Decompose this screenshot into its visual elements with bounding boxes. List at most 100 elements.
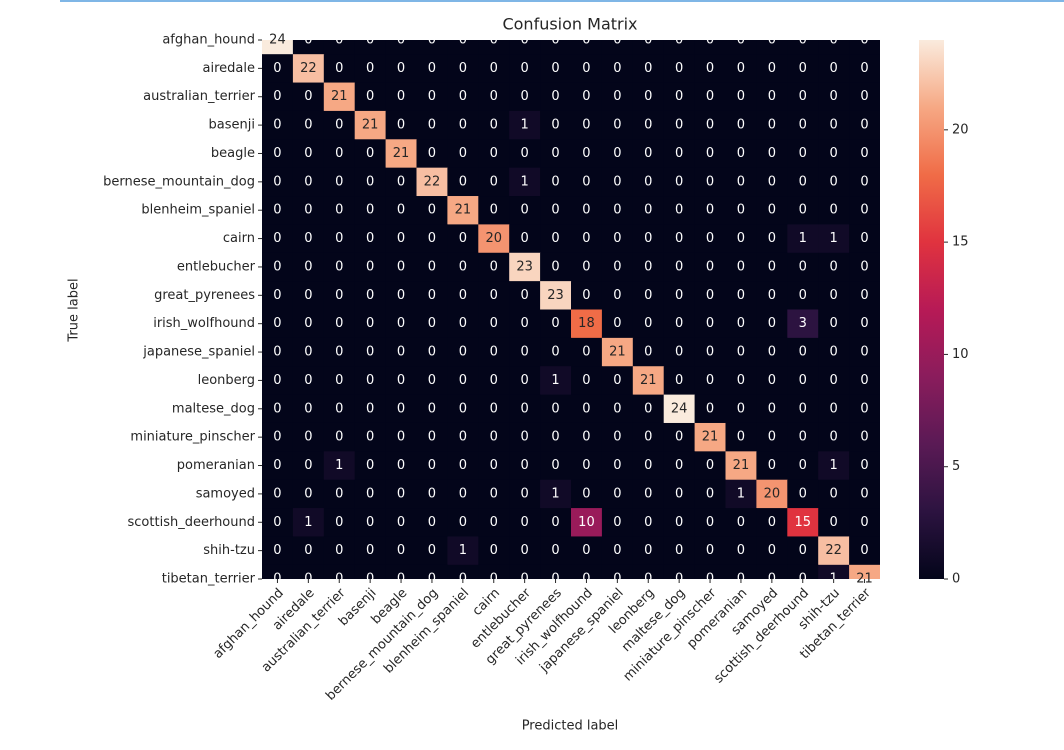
cell — [447, 281, 479, 310]
cell-annotation: 10 — [578, 515, 595, 530]
cell-annotation: 1 — [551, 373, 559, 388]
cell — [323, 564, 356, 579]
cell-annotation: 21 — [702, 430, 719, 445]
cell — [323, 451, 356, 481]
cell-annotation: 0 — [768, 259, 776, 274]
cell-annotation: 0 — [799, 61, 807, 76]
cell-annotation: 0 — [582, 89, 590, 104]
cell-annotation: 0 — [273, 146, 281, 161]
cell-annotation: 0 — [459, 118, 467, 133]
cell — [416, 536, 448, 566]
cell — [478, 110, 510, 140]
cell — [354, 252, 387, 282]
cell-annotation: 0 — [366, 543, 374, 558]
cell-annotation: 0 — [737, 259, 745, 274]
cell-annotation: 0 — [551, 316, 559, 331]
cell — [818, 167, 850, 197]
y-tick-label: cairn — [223, 231, 255, 246]
cell — [478, 54, 510, 84]
cell-annotation: 0 — [830, 203, 838, 218]
colorbar-tick-label: 0 — [952, 572, 960, 587]
cell — [416, 422, 448, 452]
cell-annotation: 0 — [830, 118, 838, 133]
cell-annotation: 0 — [366, 345, 374, 360]
cell — [509, 479, 541, 509]
cell — [725, 54, 757, 84]
cell — [478, 394, 510, 424]
cell — [292, 366, 325, 396]
cell — [849, 252, 880, 282]
cell — [540, 196, 572, 225]
cell — [416, 281, 448, 310]
cell — [540, 252, 572, 282]
cell — [509, 508, 541, 537]
cell — [694, 82, 726, 112]
cell — [756, 394, 788, 424]
cell-annotation: 0 — [644, 33, 652, 48]
cell-annotation: 0 — [737, 231, 745, 246]
cell — [478, 82, 510, 112]
cell-annotation: 0 — [582, 458, 590, 473]
cell — [571, 536, 603, 566]
cell — [571, 451, 603, 481]
cell — [818, 139, 850, 169]
cell-annotation: 0 — [737, 401, 745, 416]
cell — [818, 281, 850, 310]
cell — [849, 337, 880, 367]
cell — [323, 139, 356, 169]
cell-annotation: 0 — [768, 89, 776, 104]
cell — [694, 366, 726, 396]
cell-annotation: 24 — [269, 33, 286, 48]
cell-annotation: 0 — [397, 401, 405, 416]
cell-annotation: 0 — [428, 316, 436, 331]
cell-annotation: 0 — [675, 316, 683, 331]
cell — [725, 281, 757, 310]
y-tick-label: blenheim_spaniel — [141, 203, 255, 218]
cell — [416, 309, 448, 339]
cell-annotation: 0 — [582, 203, 590, 218]
cell — [756, 224, 788, 254]
cell-annotation: 0 — [613, 401, 621, 416]
cell-annotation: 0 — [768, 345, 776, 360]
cell — [509, 451, 541, 481]
cell-annotation: 0 — [273, 316, 281, 331]
cell-annotation: 0 — [860, 288, 868, 303]
cell-annotation: 0 — [644, 288, 652, 303]
cell — [571, 224, 603, 254]
cell — [354, 139, 387, 169]
cell — [694, 139, 726, 169]
cell-annotation: 0 — [304, 118, 312, 133]
cell — [509, 54, 541, 84]
cell — [663, 309, 696, 339]
cell-annotation: 0 — [675, 203, 683, 218]
cell — [540, 337, 572, 367]
cell-annotation: 0 — [304, 486, 312, 501]
cell-annotation: 0 — [860, 231, 868, 246]
cell-annotation: 21 — [640, 373, 657, 388]
cell-annotation: 0 — [737, 203, 745, 218]
cell-annotation: 0 — [273, 174, 281, 189]
cell — [849, 110, 880, 140]
cell — [756, 422, 788, 452]
colorbar-tick-label: 15 — [952, 235, 969, 250]
cell — [818, 252, 850, 282]
cell — [447, 479, 479, 509]
cell — [540, 82, 572, 112]
cell-annotation: 0 — [397, 515, 405, 530]
cell-annotation: 0 — [613, 288, 621, 303]
cell — [385, 40, 417, 55]
cell-annotation: 0 — [397, 316, 405, 331]
cell — [262, 281, 294, 310]
cell-annotation: 20 — [764, 486, 781, 501]
cell — [571, 508, 603, 537]
cell — [694, 309, 726, 339]
cell — [385, 139, 417, 169]
cell — [478, 479, 510, 509]
cell — [787, 281, 819, 310]
cell — [540, 536, 572, 566]
cell — [818, 564, 850, 579]
cell-annotation: 0 — [551, 515, 559, 530]
cell — [571, 167, 603, 197]
cell-annotation: 21 — [609, 345, 626, 360]
cell — [262, 82, 294, 112]
